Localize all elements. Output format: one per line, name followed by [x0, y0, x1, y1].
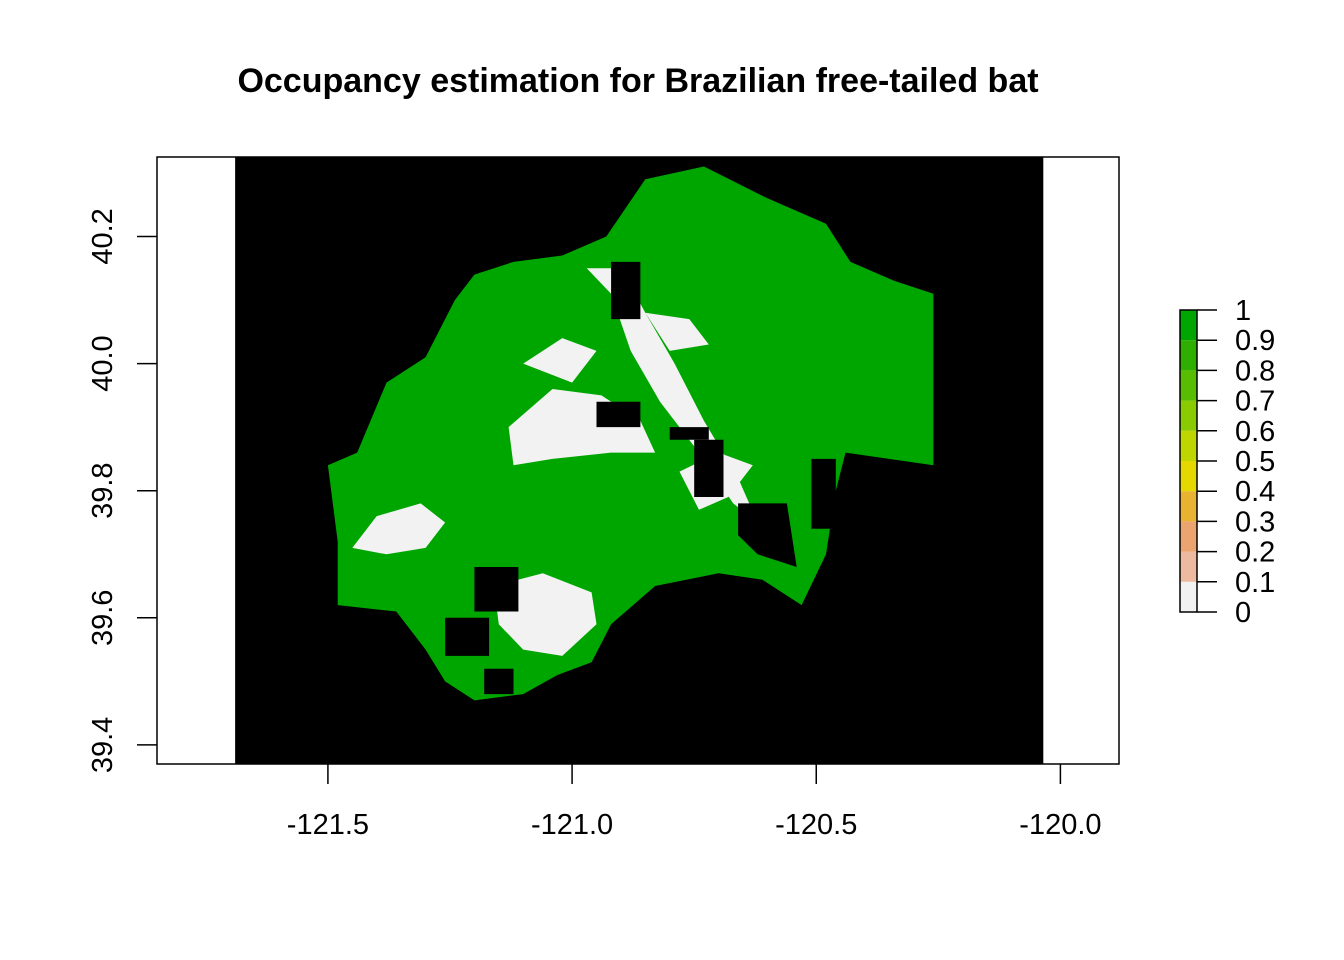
- plot-frame: [156, 156, 1120, 765]
- legend-swatch-2: [1180, 521, 1197, 552]
- masked-region-0: [611, 261, 641, 320]
- masked-region-2: [669, 427, 709, 440]
- legend-label-8: 0.8: [1235, 355, 1275, 387]
- masked-cells-layer: [445, 261, 836, 695]
- masked-region-4: [738, 503, 797, 567]
- legend-label-5: 0.5: [1235, 446, 1275, 478]
- occupancy-region-2: [493, 573, 597, 656]
- y-tick-label-4: 40.2: [87, 208, 119, 264]
- legend-swatch-1: [1180, 551, 1197, 582]
- legend-swatch-8: [1180, 340, 1197, 371]
- legend-swatch-6: [1180, 400, 1197, 431]
- masked-region-1: [596, 401, 641, 428]
- legend-label-2: 0.2: [1235, 537, 1275, 569]
- y-axis: 39.4 39.6 39.8 40.0 40.2: [87, 208, 157, 773]
- chart-title: Occupancy estimation for Brazilian free-…: [237, 62, 1038, 100]
- legend-label-4: 0.4: [1235, 476, 1275, 508]
- legend-swatch-4: [1180, 461, 1197, 492]
- x-tick-label-0: -121.5: [287, 809, 369, 841]
- legend-label-0: 0: [1235, 597, 1251, 629]
- legend-swatch-3: [1180, 491, 1197, 522]
- legend-swatch-9: [1180, 310, 1197, 341]
- occupancy-region-1: [352, 503, 446, 555]
- masked-region-6: [474, 567, 519, 612]
- masked-region-7: [445, 617, 490, 656]
- x-tick-label-2: -120.5: [775, 809, 857, 841]
- legend: 00.10.20.30.40.50.60.70.80.91: [1179, 295, 1275, 629]
- x-axis: -121.5 -121.0 -120.5 -120.0: [287, 764, 1102, 841]
- masked-region-5: [811, 458, 836, 529]
- masked-region-3: [694, 439, 724, 497]
- y-tick-label-3: 40.0: [87, 335, 119, 391]
- occupancy-region-5: [523, 338, 597, 383]
- legend-swatch-5: [1180, 430, 1197, 461]
- legend-label-10: 1: [1235, 295, 1251, 327]
- legend-swatch-7: [1180, 370, 1197, 401]
- y-tick-label-2: 39.8: [87, 462, 119, 518]
- legend-label-7: 0.7: [1235, 386, 1275, 418]
- x-tick-label-1: -121.0: [531, 809, 613, 841]
- legend-label-3: 0.3: [1235, 506, 1275, 538]
- legend-label-6: 0.6: [1235, 416, 1275, 448]
- y-tick-label-0: 39.4: [87, 717, 119, 773]
- occupancy-region-6: [645, 312, 709, 351]
- legend-label-9: 0.9: [1235, 325, 1275, 357]
- legend-label-1: 0.1: [1235, 567, 1275, 599]
- y-tick-label-1: 39.6: [87, 590, 119, 646]
- masked-region-8: [484, 668, 514, 695]
- legend-swatch-0: [1180, 581, 1197, 612]
- x-tick-label-3: -120.0: [1019, 809, 1101, 841]
